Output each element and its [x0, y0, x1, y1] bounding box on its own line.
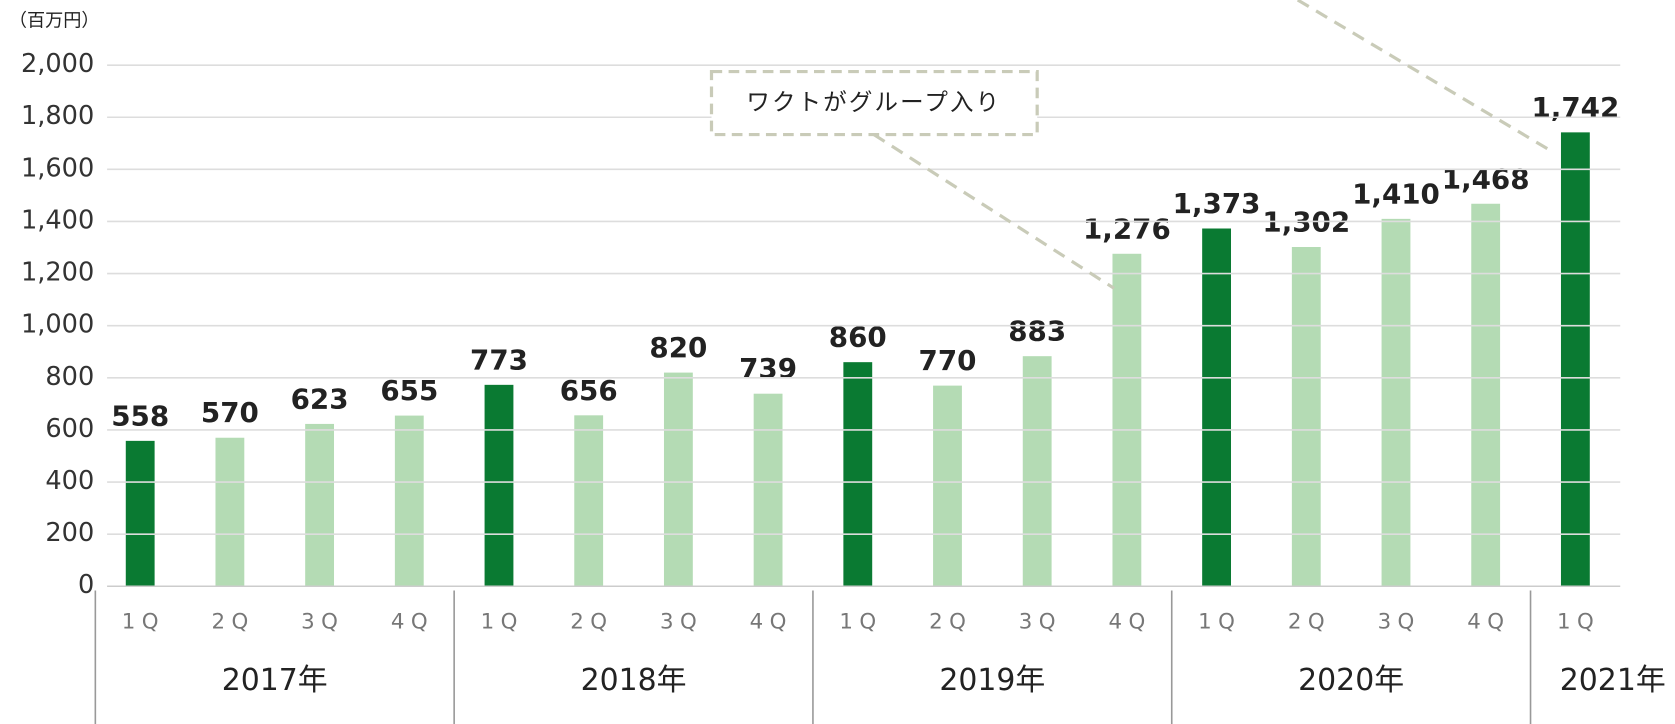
bar	[1022, 356, 1052, 587]
y-tick-label: 1,200	[21, 258, 94, 288]
x-tick-label: 2Q	[570, 610, 613, 635]
y-tick-label: 600	[45, 414, 94, 444]
x-tick-label: 1Q	[481, 610, 524, 635]
value-label: 1,276	[1083, 212, 1171, 245]
x-tick-label: 4Q	[391, 610, 434, 635]
x-tick-label: 4Q	[1108, 610, 1151, 635]
bar	[394, 415, 424, 587]
bar	[753, 393, 783, 587]
y-tick-label: 400	[45, 466, 94, 496]
bar	[1471, 203, 1501, 587]
y-tick-label: 2,000	[21, 49, 94, 79]
annotation: ワクトがグループ入り	[746, 88, 1001, 116]
x-tick-label: 1Q	[1198, 610, 1241, 635]
x-tick-label: 1Q	[1557, 610, 1600, 635]
x-tick-label: 2Q	[1288, 610, 1331, 635]
bar	[1112, 253, 1142, 587]
bar	[1381, 218, 1411, 587]
bar	[663, 372, 693, 587]
annotation-leader	[872, 133, 1115, 290]
y-tick-label: 1,400	[21, 205, 94, 235]
value-label: 655	[380, 374, 438, 407]
x-tick-label: 3Q	[1378, 610, 1421, 635]
bar	[574, 415, 604, 587]
y-tick-label: 1,600	[21, 153, 94, 183]
x-tick-label: 1Q	[122, 610, 165, 635]
x-tick-label: 3Q	[660, 610, 703, 635]
y-tick-label: 1,000	[21, 310, 94, 340]
y-tick-label: 1,800	[21, 101, 94, 131]
group-label: 2019年	[939, 663, 1045, 698]
value-label: 1,410	[1352, 177, 1440, 210]
x-tick-label: 2Q	[211, 610, 254, 635]
bar	[125, 440, 155, 587]
bar	[484, 384, 514, 587]
group-label: 2021年	[1560, 663, 1666, 698]
value-label: 1,468	[1442, 162, 1530, 195]
x-tick-label: 3Q	[1019, 610, 1062, 635]
bar	[1291, 247, 1321, 587]
bar	[305, 423, 335, 587]
value-label: 883	[1008, 315, 1066, 348]
value-label: 656	[560, 374, 618, 407]
group-label: 2017年	[222, 663, 328, 698]
bar	[933, 385, 962, 587]
value-label: 623	[291, 382, 349, 415]
x-tick-label: 4Q	[1467, 610, 1510, 635]
annotation-box	[709, 69, 1039, 137]
bar	[215, 437, 245, 587]
bar	[843, 362, 873, 587]
value-label: 773	[470, 343, 528, 376]
value-label: 1,742	[1531, 91, 1619, 124]
value-label: 1,373	[1173, 187, 1261, 220]
annotation-leader	[1296, 0, 1555, 155]
x-tick-label: 1Q	[839, 610, 882, 635]
x-tick-label: 3Q	[301, 610, 344, 635]
bar	[1202, 228, 1232, 587]
y-unit: （百万円）	[9, 10, 100, 31]
value-label: 558	[111, 399, 169, 432]
x-tick-label: 4Q	[750, 610, 793, 635]
value-label: 820	[649, 331, 707, 364]
x-tick-label: 2Q	[929, 610, 972, 635]
group-label: 2020年	[1298, 663, 1404, 698]
value-label: 739	[739, 352, 797, 385]
y-tick-label: 200	[45, 518, 94, 548]
group-label: 2018年	[581, 663, 687, 698]
value-label: 770	[919, 344, 977, 377]
value-label: 570	[201, 396, 259, 429]
bar	[1560, 132, 1590, 587]
y-tick-label: 0	[78, 570, 94, 600]
y-tick-label: 800	[45, 362, 94, 392]
